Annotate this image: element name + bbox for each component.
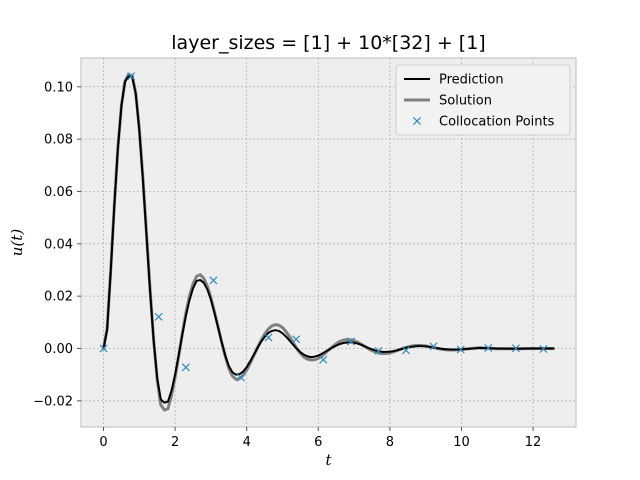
x-tick-label: 2 [171, 435, 179, 450]
legend: Prediction Solution Collocation Points [395, 64, 571, 136]
y-tick-label: 0.04 [44, 237, 73, 252]
x-tick-label: 0 [99, 435, 107, 450]
collocation-point [401, 346, 411, 355]
collocation-point [209, 276, 218, 285]
collocation-point [539, 344, 548, 354]
collocation-point [236, 373, 246, 382]
x-tick-label: 4 [243, 435, 251, 450]
legend-label: Prediction [439, 73, 504, 88]
x-tick-label: 8 [386, 435, 394, 450]
chart-title: layer_sizes = [1] + 10*[32] + [1] [171, 32, 485, 54]
y-tick-label: −0.02 [33, 394, 73, 409]
legend-box [395, 64, 571, 136]
series-line-prediction [102, 75, 555, 404]
y-tick-label: 0.08 [44, 133, 73, 148]
legend-swatch [412, 116, 422, 126]
collocation-point [484, 343, 493, 352]
collocation-point [456, 345, 465, 354]
collocation-point [181, 363, 190, 372]
y-axis-ticks: −0.02 0.00 0.02 0.04 0.06 0.08 0.10 [33, 80, 81, 409]
collocation-point [374, 346, 383, 355]
x-tick-label: 10 [453, 435, 470, 450]
collocation-point [319, 355, 328, 364]
y-tick-label: 0.06 [44, 185, 73, 200]
y-tick-label: 0.02 [44, 290, 73, 305]
collocation-point [292, 335, 301, 344]
collocation-point [127, 72, 136, 81]
collocation-point [99, 344, 108, 353]
y-axis-label: u(t) [8, 229, 26, 257]
y-tick-label: 0.00 [44, 342, 73, 357]
collocation-point [511, 344, 520, 353]
collocation-point [346, 337, 355, 346]
x-tick-label: 6 [314, 435, 322, 450]
plot-frame [80, 57, 577, 428]
collocation-point [154, 312, 163, 321]
x-axis-ticks: 0 2 4 6 8 10 12 [99, 427, 541, 450]
series-layer [99, 72, 555, 412]
x-axis-label: t [325, 451, 332, 469]
legend-label: Collocation Points [439, 115, 555, 130]
collocation-point [429, 342, 438, 351]
x-tick-label: 12 [525, 435, 542, 450]
legend-label: Solution [439, 94, 492, 109]
y-tick-label: 0.10 [44, 80, 73, 95]
collocation-point [264, 333, 273, 342]
